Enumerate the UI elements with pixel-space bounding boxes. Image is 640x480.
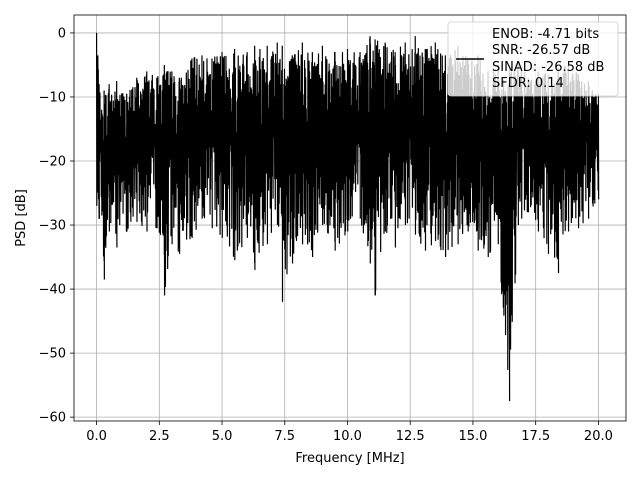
y-tick-label: 0 (58, 26, 66, 41)
y-tick-label: −30 (39, 219, 66, 234)
y-axis-ticks: 0 −10 −20 −30 −40 −50 −60 (39, 26, 74, 426)
x-tick-label: 2.5 (149, 429, 170, 444)
x-tick-label: 15.0 (458, 429, 487, 444)
plot-frame (73, 14, 627, 422)
y-tick-label: −60 (39, 411, 66, 426)
x-tick-label: 0.0 (86, 429, 107, 444)
x-tick-label: 12.5 (396, 429, 425, 444)
legend-entry-enob: ENOB: -4.71 bits (492, 27, 599, 42)
x-tick-label: 20.0 (584, 429, 613, 444)
x-axis-ticks: 0.0 2.5 5.0 7.5 10.0 12.5 15.0 17.5 20.0 (86, 421, 613, 444)
y-tick-label: −50 (39, 347, 66, 362)
x-tick-label: 17.5 (521, 429, 550, 444)
y-tick-label: −40 (39, 283, 66, 298)
psd-series (95, 32, 600, 402)
legend-entry-sinad: SINAD: -26.58 dB (492, 60, 604, 75)
x-tick-label: 5.0 (212, 429, 233, 444)
legend-entry-snr: SNR: -26.57 dB (492, 43, 590, 58)
legend-entry-sfdr: SFDR: 0.14 (492, 76, 564, 91)
psd-trace (95, 32, 600, 402)
y-tick-label: −10 (39, 90, 66, 105)
x-tick-label: 7.5 (274, 429, 295, 444)
x-tick-label: 10.0 (333, 429, 362, 444)
y-axis-label: PSD [dB] (14, 189, 29, 247)
x-axis-label: Frequency [MHz] (295, 451, 404, 466)
legend-box (447, 21, 619, 97)
y-tick-label: −20 (39, 155, 66, 170)
legend: ENOB: -4.71 bits SNR: -26.57 dB SINAD: -… (447, 21, 619, 97)
